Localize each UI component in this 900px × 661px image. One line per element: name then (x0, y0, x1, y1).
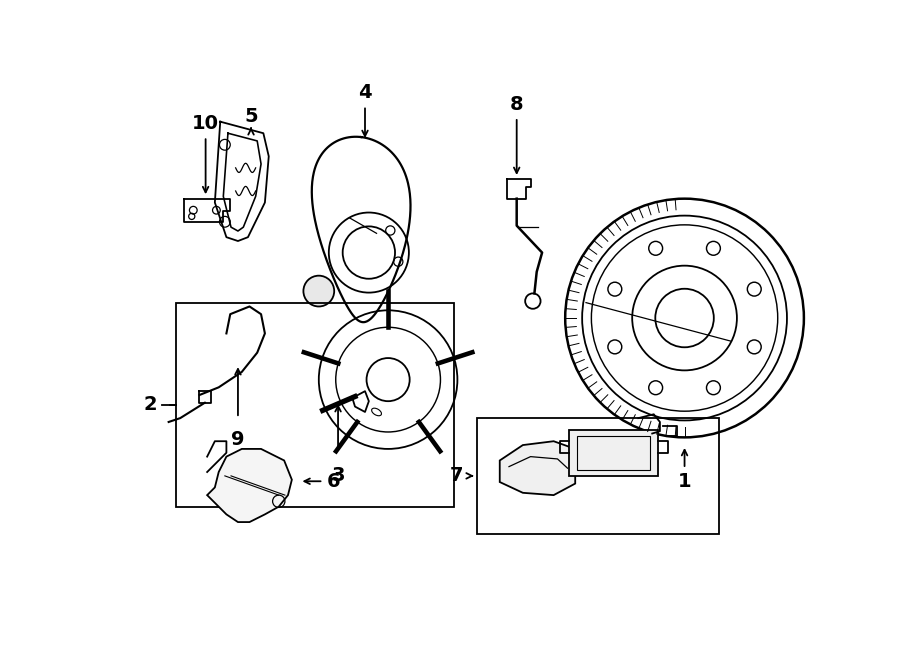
Text: 7: 7 (449, 467, 463, 485)
Text: 8: 8 (510, 95, 524, 114)
Polygon shape (207, 449, 292, 522)
Text: 6: 6 (327, 472, 340, 490)
Bar (176, 303, 454, 507)
Text: 9: 9 (231, 430, 245, 449)
Text: 2: 2 (143, 395, 157, 414)
Bar (577, 436, 650, 470)
Text: 5: 5 (244, 106, 258, 126)
Text: 10: 10 (192, 114, 219, 134)
Text: 4: 4 (358, 83, 372, 102)
Text: 1: 1 (678, 472, 691, 491)
Circle shape (303, 276, 334, 307)
Text: 3: 3 (331, 466, 345, 485)
Bar (569, 430, 658, 476)
Bar (477, 418, 719, 533)
Polygon shape (500, 442, 575, 495)
